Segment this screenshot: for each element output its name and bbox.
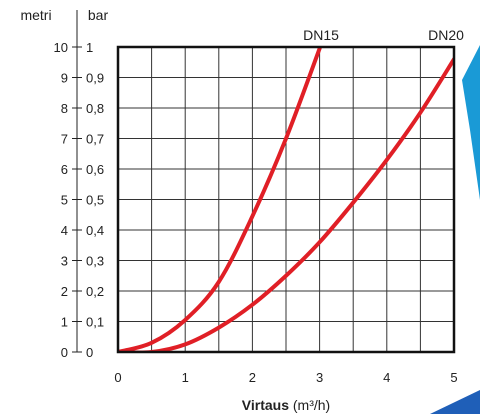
- left-axis-tick-label: 2: [61, 284, 68, 299]
- right-axis-tick-label: 0,1: [86, 315, 104, 330]
- right-axis-tick-label: 0,3: [86, 254, 104, 269]
- x-axis-tick-label: 0: [114, 370, 121, 385]
- left-axis-tick-label: 4: [61, 223, 68, 238]
- left-axis-tick-label: 0: [61, 345, 68, 360]
- left-axis-title: metri: [20, 7, 51, 23]
- x-axis-tick-label: 4: [383, 370, 390, 385]
- series-label-dn15: DN15: [303, 27, 339, 43]
- x-axis-tick-label: 2: [249, 370, 256, 385]
- x-axis-title: Virtaus (m³/h): [242, 397, 330, 413]
- left-axis-tick-label: 10: [54, 40, 68, 55]
- left-axis-tick-label: 6: [61, 162, 68, 177]
- left-axis-tick-label: 7: [61, 132, 68, 147]
- right-axis-tick-label: 0,5: [86, 193, 104, 208]
- left-axis-tick-label: 9: [61, 71, 68, 86]
- right-axis-tick-label: 0: [86, 345, 93, 360]
- right-axis-tick-label: 0,8: [86, 101, 104, 116]
- plot-frame: [116, 45, 456, 354]
- series-line-dn20: [118, 57, 454, 352]
- right-axis-tick-label: 0,9: [86, 71, 104, 86]
- left-axis-tick-label: 1: [61, 315, 68, 330]
- chart-axes: 0 01 0,12 0,23 0,34 0,45 0,56 0,67 0,78 0,89 0,910…: [54, 10, 458, 385]
- x-axis-tick-label: 5: [450, 370, 457, 385]
- x-axis-title-unit: (m³/h): [293, 397, 330, 413]
- decorative-blue-shape-bottom: [430, 390, 480, 414]
- chart-grid: [117, 46, 455, 353]
- right-axis-tick-label: 0,2: [86, 284, 104, 299]
- left-axis-tick-label: 5: [61, 193, 68, 208]
- left-axis-tick-label: 3: [61, 254, 68, 269]
- chart-series: [118, 47, 454, 352]
- right-axis-tick-label: 0,6: [86, 162, 104, 177]
- x-axis-tick-label: 1: [182, 370, 189, 385]
- x-axis-title-name: Virtaus: [242, 397, 289, 413]
- decorative-blue-shape-top: [462, 45, 480, 200]
- series-line-dn15: [118, 47, 322, 352]
- right-axis-tick-label: 0,7: [86, 132, 104, 147]
- right-axis-tick-label: 0,4: [86, 223, 104, 238]
- right-axis-tick-label: 1: [86, 40, 93, 55]
- right-axis-title: bar: [88, 7, 109, 23]
- series-label-dn20: DN20: [428, 27, 464, 43]
- x-axis-tick-label: 3: [316, 370, 323, 385]
- left-axis-tick-label: 8: [61, 101, 68, 116]
